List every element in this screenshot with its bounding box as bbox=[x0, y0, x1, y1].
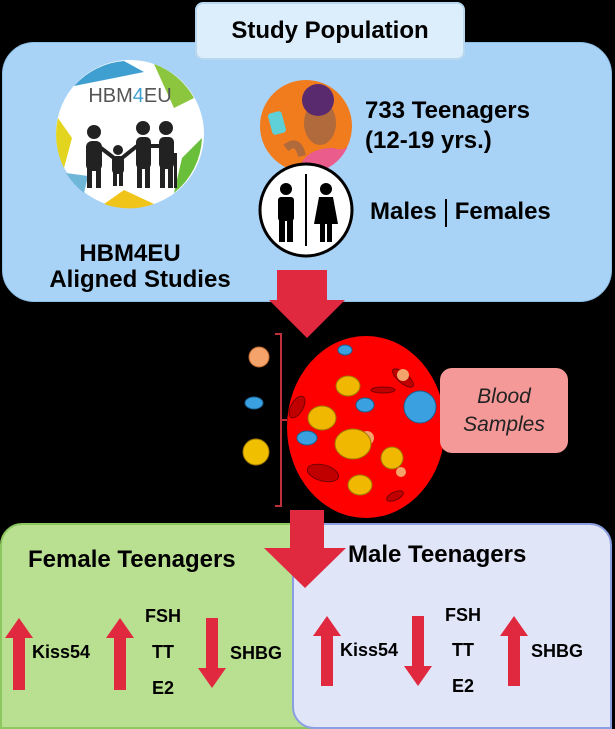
male-fsh: FSH bbox=[445, 605, 481, 625]
white-cell-icon bbox=[244, 396, 264, 410]
down-arrow-icon bbox=[264, 510, 346, 588]
hbm4eu-logo: HBM4EU bbox=[56, 60, 204, 209]
study-population-title: Study Population bbox=[195, 2, 465, 60]
blood-sample-illustration bbox=[242, 333, 445, 518]
logo-caption-line1: HBM4EU bbox=[79, 240, 181, 267]
female-e2: E2 bbox=[151, 678, 175, 698]
up-arrow-icon bbox=[5, 618, 33, 690]
blood-label-line1: Blood bbox=[477, 384, 531, 408]
logo-caption-line2: Aligned Studies bbox=[49, 266, 231, 293]
down-arrow-icon bbox=[269, 270, 345, 338]
male-tt: TT bbox=[452, 640, 474, 660]
teen-count: 733 Teenagers bbox=[365, 97, 530, 124]
blood-label-line2: Samples bbox=[463, 412, 545, 436]
female-shbg: SHBG bbox=[230, 643, 283, 663]
yellow-cell-icon bbox=[242, 438, 270, 466]
male-kiss54: Kiss54 bbox=[340, 640, 399, 660]
up-arrow-icon bbox=[500, 616, 528, 686]
up-arrow-icon bbox=[313, 616, 341, 686]
male-female-icon bbox=[258, 162, 354, 258]
male-panel bbox=[292, 523, 612, 729]
females-label: Females bbox=[454, 198, 551, 225]
down-arrow-icon bbox=[198, 618, 226, 688]
teenager-icon bbox=[260, 80, 352, 174]
logo-text: HBM4EU bbox=[88, 85, 171, 107]
sex-labels: Males Females bbox=[370, 198, 551, 227]
down-arrow-icon bbox=[404, 616, 432, 686]
teen-age-range: (12-19 yrs.) bbox=[365, 127, 492, 154]
blood-samples-label: Blood Samples bbox=[440, 368, 568, 453]
female-fsh: FSH bbox=[145, 606, 181, 626]
male-e2: E2 bbox=[451, 676, 475, 696]
family-icon bbox=[86, 121, 177, 188]
female-tt: TT bbox=[152, 642, 174, 662]
platelet-icon bbox=[248, 346, 270, 368]
up-arrow-icon bbox=[106, 618, 134, 690]
males-label: Males bbox=[370, 198, 437, 225]
male-shbg: SHBG bbox=[531, 641, 584, 661]
female-title: Female Teenagers bbox=[28, 546, 236, 573]
male-title: Male Teenagers bbox=[348, 541, 527, 568]
female-kiss54: Kiss54 bbox=[32, 642, 91, 662]
